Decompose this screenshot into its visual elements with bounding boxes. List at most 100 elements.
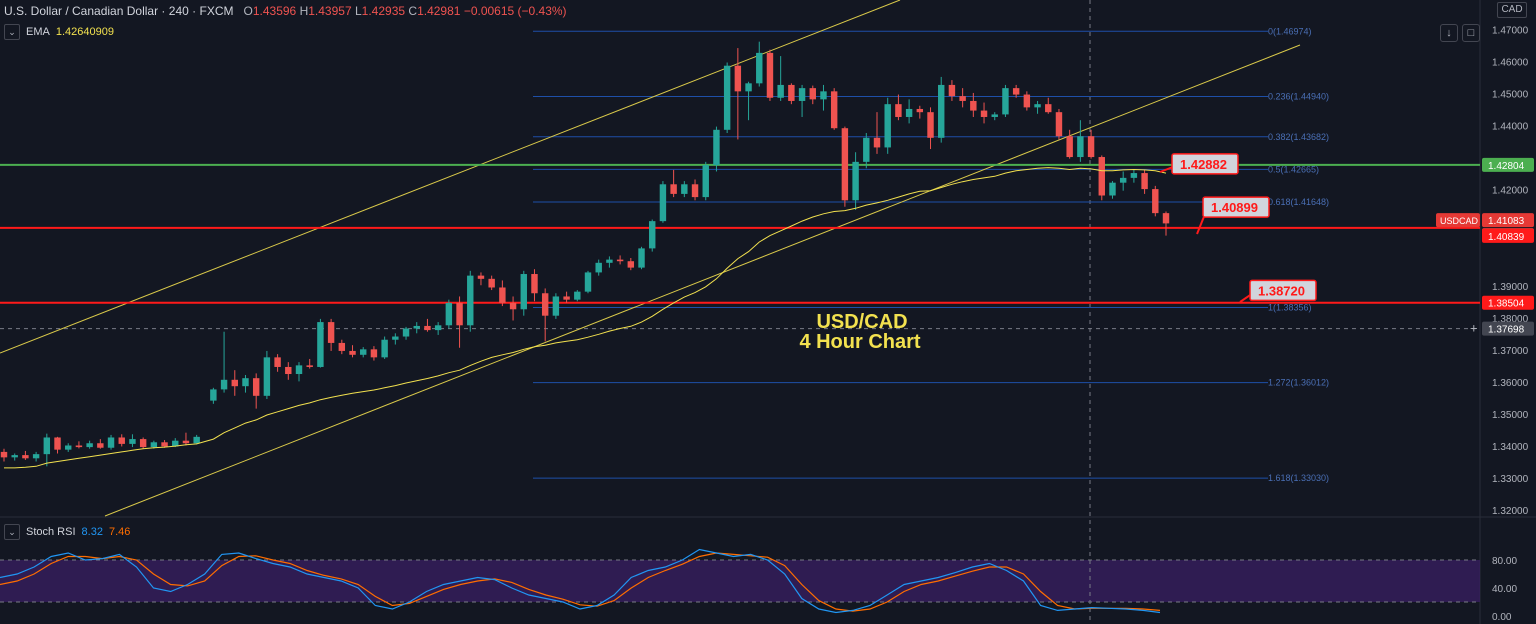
candle-down — [895, 104, 902, 117]
ema-value: 1.42640909 — [55, 26, 114, 38]
level-tag-red[interactable] — [1482, 295, 1534, 310]
candle-down — [22, 455, 29, 459]
level-tag-red[interactable] — [1482, 228, 1534, 243]
candle-up — [863, 137, 870, 162]
candle-down — [370, 349, 378, 358]
channel-lower-line[interactable] — [104, 44, 1301, 517]
chart-subtitle: 4 Hour Chart — [799, 331, 920, 353]
chart-title: USD/CAD — [816, 311, 907, 333]
price-callout-box[interactable] — [1171, 153, 1239, 175]
close-value: 1.42981 — [417, 4, 461, 18]
stoch-axis-tick: 80.00 — [1492, 556, 1517, 567]
high-label: H — [299, 4, 309, 18]
current-price-tag[interactable] — [1482, 213, 1534, 228]
candle-down — [916, 108, 924, 113]
symbol-tag[interactable] — [1436, 213, 1480, 228]
stoch-k-line — [0, 548, 1161, 614]
candle-down — [841, 128, 849, 201]
candle-up — [467, 275, 474, 326]
candle-down — [1152, 189, 1159, 214]
price-axis[interactable] — [1480, 0, 1536, 624]
stoch-name[interactable]: Stoch RSI — [26, 526, 76, 538]
candle-up — [32, 454, 40, 459]
candle-down — [139, 439, 147, 448]
symbol-name[interactable]: U.S. Dollar / Canadian Dollar — [4, 4, 159, 18]
candle-up — [413, 325, 420, 329]
candle-down — [970, 100, 977, 111]
chevron-down-icon[interactable]: ⌄ — [4, 524, 20, 540]
candle-up — [723, 65, 731, 130]
price-axis-tick: 1.33000 — [1492, 474, 1529, 485]
candle-down — [616, 259, 624, 262]
level-tag-red-text: 1.40839 — [1488, 232, 1525, 243]
candle-down — [563, 296, 570, 300]
candle-up — [11, 455, 18, 458]
candle-down — [97, 443, 104, 448]
channel-upper-line[interactable] — [0, 0, 901, 354]
candle-up — [107, 437, 115, 448]
candle-down — [349, 350, 356, 355]
candle-down — [1012, 88, 1020, 95]
candle-down — [338, 342, 346, 351]
interval-label[interactable]: 240 — [168, 4, 189, 18]
level-tag-red-text: 1.38504 — [1488, 299, 1525, 310]
candle-up — [392, 336, 399, 340]
candle-down — [788, 84, 795, 101]
candle-up — [295, 365, 303, 375]
price-callout-text: 1.42882 — [1180, 157, 1227, 172]
candle-down — [252, 378, 260, 396]
candle-down — [182, 440, 190, 444]
low-value: 1.42935 — [361, 4, 406, 18]
candle-down — [873, 137, 881, 148]
stoch-d-value: 7.46 — [108, 526, 131, 538]
price-callout-box[interactable] — [1202, 196, 1270, 218]
symbol-header: U.S. Dollar / Canadian Dollar · 240 · FX… — [4, 4, 567, 18]
price-axis-tick: 1.34000 — [1492, 442, 1529, 453]
ema-line — [4, 167, 1167, 469]
price-callout-text: 1.38720 — [1258, 283, 1305, 298]
crosshair-price-tag-text: 1.37698 — [1488, 325, 1525, 336]
level-tag-green[interactable] — [1482, 157, 1534, 172]
stoch-d-line — [0, 552, 1161, 612]
candle-up — [402, 328, 410, 337]
candle-down — [456, 302, 463, 326]
maximize-icon[interactable]: □ — [1462, 24, 1480, 42]
price-axis-tick: 1.38000 — [1492, 314, 1529, 325]
candle-up — [638, 248, 645, 268]
candle-down — [1087, 136, 1095, 158]
fib-level-label: 1.618(1.33030) — [1268, 473, 1329, 483]
candle-down — [830, 91, 838, 129]
ema-name[interactable]: EMA — [26, 26, 50, 38]
fib-level-label: 1(1.38356) — [1268, 302, 1312, 312]
price-axis-tick: 1.46000 — [1492, 57, 1529, 68]
candle-up — [317, 322, 324, 367]
candle-up — [777, 84, 784, 98]
candle-down — [477, 275, 485, 279]
symbol-tag-text: USDCAD — [1440, 216, 1479, 226]
candle-up — [649, 221, 656, 249]
candle-up — [552, 296, 560, 316]
candle-up — [86, 443, 93, 448]
current-price-tag-text: 1.41083 — [1488, 216, 1525, 227]
candle-up — [820, 91, 827, 100]
fib-level-label: 0.382(1.43682) — [1268, 132, 1329, 142]
candle-up — [756, 52, 763, 84]
candle-down — [306, 365, 313, 367]
candle-up — [938, 84, 945, 138]
price-callout-box[interactable] — [1249, 279, 1317, 302]
candle-up — [1130, 173, 1138, 178]
candle-up — [1119, 177, 1127, 183]
candle-up — [1002, 88, 1009, 115]
stoch-axis-tick: 40.00 — [1492, 584, 1517, 595]
ema-legend: ⌄ EMA 1.42640909 — [4, 24, 114, 40]
chevron-down-icon[interactable]: ⌄ — [4, 24, 20, 40]
candle-up — [220, 379, 228, 390]
currency-badge[interactable]: CAD — [1497, 2, 1527, 18]
candle-down — [1023, 94, 1031, 108]
open-label: O — [243, 4, 253, 18]
arrow-down-icon[interactable]: ↓ — [1440, 24, 1458, 42]
source-label: FXCM — [199, 4, 234, 18]
candle-down — [327, 322, 335, 343]
crosshair-price-tag[interactable] — [1482, 321, 1534, 336]
